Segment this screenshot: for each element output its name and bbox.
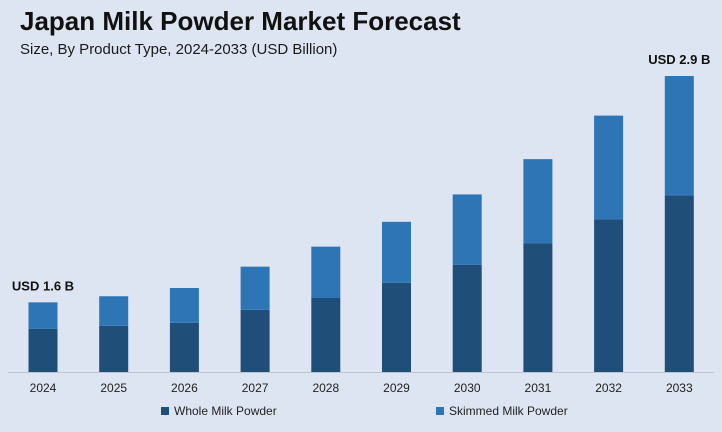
x-tick-label: 2031 xyxy=(525,381,552,395)
bar-skimmed-2029 xyxy=(382,221,411,283)
legend-item-whole: Whole Milk Powder xyxy=(161,404,277,418)
chart-legend: Whole Milk Powder Skimmed Milk Powder xyxy=(0,404,722,424)
bar-skimmed-2024 xyxy=(28,302,58,329)
x-tick-label: 2026 xyxy=(171,381,198,395)
x-tick-label: 2025 xyxy=(100,381,127,395)
data-label-2024: USD 1.6 B xyxy=(12,278,74,293)
x-tick-label: 2030 xyxy=(454,381,481,395)
data-label-2033: USD 2.9 B xyxy=(648,52,710,67)
bar-skimmed-2031 xyxy=(523,159,553,244)
x-tick-label: 2029 xyxy=(383,381,410,395)
bar-whole-2030 xyxy=(452,264,482,372)
bar-whole-2026 xyxy=(169,322,199,372)
bar-skimmed-2033 xyxy=(664,76,694,196)
bar-whole-2028 xyxy=(311,298,341,372)
x-tick-label: 2032 xyxy=(595,381,622,395)
x-tick-label: 2027 xyxy=(242,381,269,395)
bar-whole-2033 xyxy=(664,195,694,372)
x-tick-label: 2033 xyxy=(666,381,693,395)
chart-title: Japan Milk Powder Market Forecast xyxy=(20,6,461,36)
legend-item-skimmed: Skimmed Milk Powder xyxy=(436,404,568,418)
bar-whole-2031 xyxy=(523,243,553,372)
legend-label-skimmed: Skimmed Milk Powder xyxy=(449,404,568,418)
bar-whole-2024 xyxy=(28,328,58,372)
bar-whole-2025 xyxy=(99,325,129,372)
bar-skimmed-2028 xyxy=(311,246,341,298)
bar-skimmed-2026 xyxy=(169,287,199,323)
legend-swatch-whole xyxy=(161,407,169,415)
bar-whole-2027 xyxy=(240,309,270,372)
legend-label-whole: Whole Milk Powder xyxy=(174,404,277,418)
chart-subtitle: Size, By Product Type, 2024-2033 (USD Bi… xyxy=(20,41,338,58)
x-tick-label: 2028 xyxy=(312,381,339,395)
bar-whole-2032 xyxy=(594,219,624,372)
bar-skimmed-2032 xyxy=(594,115,624,220)
bar-whole-2029 xyxy=(382,282,411,372)
bar-skimmed-2025 xyxy=(99,296,129,326)
legend-swatch-skimmed xyxy=(436,407,444,415)
bar-skimmed-2027 xyxy=(240,266,270,310)
bar-skimmed-2030 xyxy=(452,194,482,265)
x-tick-label: 2024 xyxy=(30,381,57,395)
